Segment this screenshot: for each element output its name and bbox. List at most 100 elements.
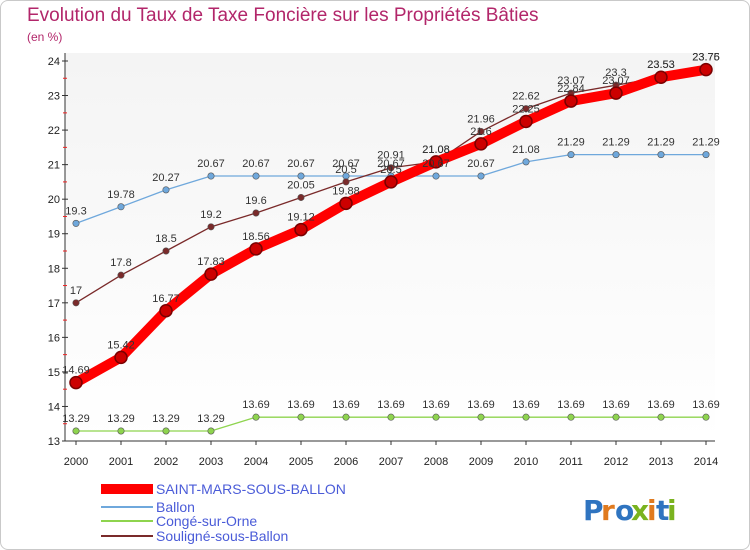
logo-letter: i <box>647 494 657 527</box>
series-cong-sur-orne-point <box>387 413 395 421</box>
legend-label: SAINT-MARS-SOUS-BALLON <box>156 481 346 497</box>
series-soulign-sous-ballon-data-label: 23.76 <box>692 51 720 63</box>
logo-letter: i <box>667 494 677 527</box>
series-saint-mars-sous-ballon-point <box>429 155 443 169</box>
x-tick-label: 2004 <box>244 456 268 468</box>
series-ballon-point <box>117 203 125 211</box>
series-cong-sur-orne-data-label: 13.69 <box>647 399 675 411</box>
series-saint-mars-sous-ballon-point <box>114 350 128 365</box>
series-saint-mars-sous-ballon-data-label: 22.84 <box>557 83 585 95</box>
series-soulign-sous-ballon-point <box>342 178 350 186</box>
series-soulign-sous-ballon-data-label: 20.05 <box>287 179 315 191</box>
y-tick-label: 16 <box>48 332 60 344</box>
series-ballon-data-label: 20.67 <box>332 158 360 170</box>
series-saint-mars-sous-ballon-data-label: 19.12 <box>287 212 315 224</box>
series-saint-mars-sous-ballon-point <box>609 86 623 100</box>
y-tick-label: 14 <box>48 401 60 413</box>
series-saint-mars-sous-ballon-point <box>204 267 218 281</box>
series-cong-sur-orne-data-label: 13.69 <box>242 399 270 411</box>
series-cong-sur-orne-data-label: 13.69 <box>377 399 405 411</box>
series-soulign-sous-ballon-point <box>297 193 305 201</box>
x-tick-label: 2002 <box>154 456 178 468</box>
series-soulign-sous-ballon-point <box>252 209 260 217</box>
series-soulign-sous-ballon-data-label: 23.07 <box>557 75 585 87</box>
series-ballon-data-label: 21.29 <box>602 137 630 149</box>
logo-letter: P <box>583 494 604 527</box>
x-tick-label: 2009 <box>469 456 493 468</box>
y-tick-label: 17 <box>48 298 60 310</box>
series-saint-mars-sous-ballon-data-label: 21.08 <box>422 144 450 156</box>
series-cong-sur-orne-point <box>522 413 530 421</box>
series-cong-sur-orne-point <box>432 413 440 421</box>
series-ballon-data-label: 20.67 <box>197 158 225 170</box>
series-soulign-sous-ballon-data-label: 19.6 <box>245 195 266 207</box>
series-soulign-sous-ballon-data-label: 20.5 <box>335 164 356 176</box>
legend-label: Ballon <box>156 499 195 515</box>
series-soulign-sous-ballon-point <box>477 127 485 135</box>
legend-label: Souligné-sous-Ballon <box>156 528 288 544</box>
x-tick-label: 2006 <box>334 456 358 468</box>
series-soulign-sous-ballon-point <box>162 247 170 255</box>
x-tick-label: 2012 <box>604 456 628 468</box>
series-soulign-sous-ballon-data-label: 21.96 <box>467 113 495 125</box>
series-ballon-point <box>207 172 215 180</box>
series-cong-sur-orne-point <box>162 427 170 435</box>
series-soulign-sous-ballon-data-label: 19.2 <box>200 209 221 221</box>
series-saint-mars-sous-ballon-data-label: 21.6 <box>470 126 491 138</box>
series-soulign-sous-ballon-point <box>72 299 80 307</box>
series-ballon-data-label: 19.3 <box>65 205 86 217</box>
series-soulign-sous-ballon-data-label: 20.91 <box>377 150 405 162</box>
x-tick-label: 2014 <box>694 456 718 468</box>
series-soulign-sous-ballon-data-label: 17 <box>70 285 82 297</box>
series-saint-mars-sous-ballon-data-label: 17.83 <box>197 256 225 268</box>
y-tick-label: 13 <box>48 436 60 448</box>
series-ballon-point <box>252 172 260 180</box>
series-soulign-sous-ballon-data-label: 22.62 <box>512 91 540 103</box>
series-ballon-data-label: 19.78 <box>107 189 135 201</box>
series-ballon-point <box>162 186 170 194</box>
series-cong-sur-orne-data-label: 13.29 <box>197 413 225 425</box>
series-cong-sur-orne-data-label: 13.29 <box>107 413 135 425</box>
logo-letter: t <box>656 494 669 527</box>
y-tick-label: 22 <box>48 125 60 137</box>
series-saint-mars-sous-ballon-point <box>159 304 173 318</box>
series-ballon-point <box>72 219 80 227</box>
series-cong-sur-orne-point <box>252 413 260 421</box>
series-ballon-point <box>477 172 485 180</box>
series-cong-sur-orne-data-label: 13.29 <box>62 413 90 425</box>
series-ballon-point <box>522 158 530 166</box>
series-saint-mars-sous-ballon-point <box>564 94 578 108</box>
series-cong-sur-orne-point <box>612 413 620 421</box>
series-saint-mars-sous-ballon-data-label: 20.5 <box>380 164 401 176</box>
series-cong-sur-orne-point <box>117 427 125 435</box>
series-ballon-point <box>432 172 440 180</box>
series-cong-sur-orne-data-label: 13.29 <box>152 413 180 425</box>
series-soulign-sous-ballon-point <box>387 164 395 172</box>
x-tick-label: 2000 <box>64 456 88 468</box>
series-cong-sur-orne-data-label: 13.69 <box>602 399 630 411</box>
series-saint-mars-sous-ballon-data-label: 14.69 <box>62 365 90 377</box>
x-tick-label: 2008 <box>424 456 448 468</box>
series-saint-mars-sous-ballon-data-label: 15.42 <box>107 339 135 351</box>
series-ballon-point <box>702 151 710 159</box>
series-ballon-data-label: 20.67 <box>467 158 495 170</box>
y-tick-label: 18 <box>48 263 60 275</box>
series-cong-sur-orne-point <box>477 413 485 421</box>
series-ballon-data-label: 20.67 <box>242 158 270 170</box>
series-saint-mars-sous-ballon-point <box>699 62 713 77</box>
series-saint-mars-sous-ballon-point <box>249 242 263 256</box>
series-saint-mars-sous-ballon-data-label: 23.07 <box>602 75 630 87</box>
series-soulign-sous-ballon-point <box>117 271 125 279</box>
x-tick-label: 2001 <box>109 456 133 468</box>
series-saint-mars-sous-ballon-data-label: 23.75 <box>692 52 720 64</box>
series-ballon-point <box>567 151 575 159</box>
series-ballon-data-label: 20.67 <box>287 158 315 170</box>
series-ballon-point <box>297 172 305 180</box>
series-cong-sur-orne-point <box>702 413 710 421</box>
y-tick-label: 19 <box>48 229 60 241</box>
series-cong-sur-orne-data-label: 13.69 <box>557 399 585 411</box>
series-cong-sur-orne-point <box>657 413 665 421</box>
series-ballon-point <box>612 151 620 159</box>
